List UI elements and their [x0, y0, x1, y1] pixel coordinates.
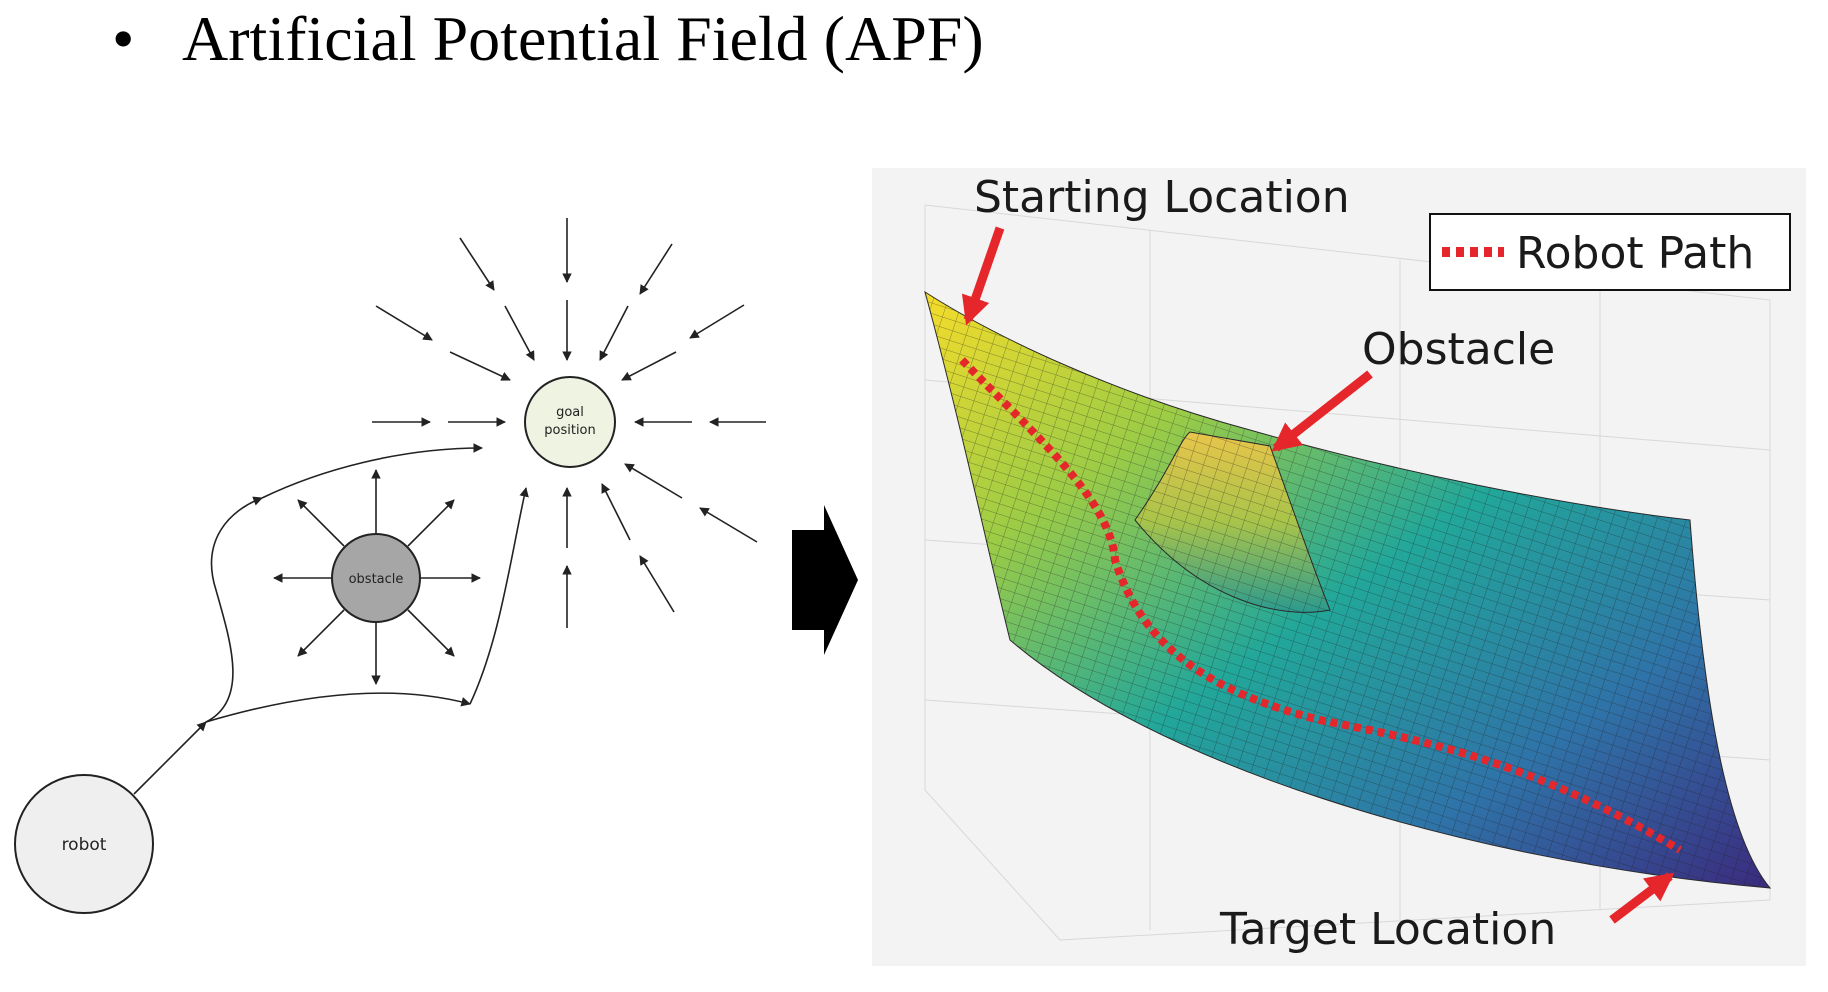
obstacle-surface-label: Obstacle — [1362, 324, 1555, 375]
robot-node: robot — [14, 774, 154, 914]
goal-label-line2: position — [544, 423, 596, 438]
slide-title-text: Artificial Potential Field (APF) — [182, 3, 984, 74]
goal-node: goal position — [524, 376, 616, 468]
robot-paths — [133, 443, 529, 795]
transition-arrow — [792, 505, 858, 655]
robot-label: robot — [62, 835, 107, 855]
legend-robot-path-label: Robot Path — [1516, 228, 1754, 279]
left-diagram: goal position obstacle robot — [14, 218, 766, 914]
obstacle-repulsion-arrows — [273, 469, 481, 685]
annotation-arrows — [961, 226, 1675, 924]
goal-attraction-arrows — [372, 218, 766, 628]
goal-label-line1: goal — [556, 405, 584, 420]
slide-title: • Artificial Potential Field (APF) — [112, 2, 984, 76]
potential-surface-figure: Starting Location Obstacle Target Locati… — [872, 168, 1806, 966]
obstacle-node: obstacle — [331, 533, 421, 623]
obstacle-label: obstacle — [349, 572, 404, 587]
bullet: • — [112, 3, 135, 74]
robot-path-line — [959, 357, 1683, 854]
target-location-label: Target Location — [1219, 904, 1556, 955]
legend: Robot Path — [1429, 213, 1791, 291]
starting-location-label: Starting Location — [974, 172, 1350, 223]
